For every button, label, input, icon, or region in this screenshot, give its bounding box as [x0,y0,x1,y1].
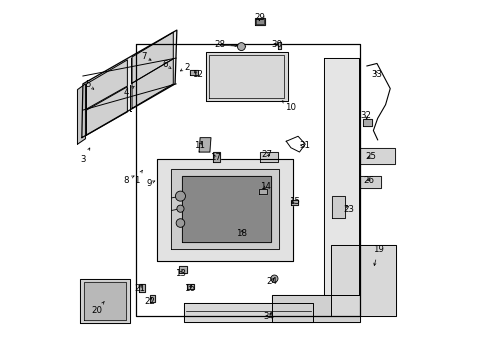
Text: 20: 20 [92,301,104,315]
Circle shape [271,275,278,282]
Polygon shape [150,295,155,302]
Text: 13: 13 [175,269,186,278]
Text: 9: 9 [147,179,155,188]
Polygon shape [255,18,265,26]
Polygon shape [199,138,211,152]
Text: 6: 6 [163,60,171,69]
Text: 7: 7 [141,52,151,61]
Text: 24: 24 [267,276,278,285]
Text: 34: 34 [264,312,275,321]
Text: 16: 16 [184,284,195,293]
Circle shape [176,219,185,227]
Polygon shape [213,152,220,162]
Polygon shape [80,279,129,323]
Text: 22: 22 [145,297,156,306]
Polygon shape [331,245,395,316]
Polygon shape [190,69,198,75]
Text: 17: 17 [210,153,221,162]
Polygon shape [139,284,145,292]
Text: 14: 14 [260,182,271,191]
Text: 11: 11 [194,141,205,150]
Polygon shape [87,87,127,135]
Circle shape [175,191,186,201]
Polygon shape [259,189,267,194]
Polygon shape [179,266,187,273]
Polygon shape [84,282,126,320]
Text: 5: 5 [85,81,94,90]
Text: 29: 29 [254,13,265,22]
Text: 3: 3 [81,148,90,164]
Text: 31: 31 [299,141,310,150]
Polygon shape [332,196,344,218]
Text: 4: 4 [124,86,134,96]
Polygon shape [182,176,271,242]
Polygon shape [184,303,313,321]
Polygon shape [77,84,85,144]
Text: 19: 19 [373,246,384,265]
Text: 18: 18 [236,229,247,238]
Text: 2: 2 [180,63,190,72]
Polygon shape [360,148,395,164]
Polygon shape [87,60,127,109]
Text: 33: 33 [371,70,383,79]
Polygon shape [360,176,381,188]
Text: 1: 1 [134,170,142,185]
Text: 10: 10 [282,101,296,112]
Text: 32: 32 [361,111,372,120]
Text: 12: 12 [192,70,203,79]
Text: 25: 25 [366,152,377,161]
Polygon shape [172,169,279,249]
Polygon shape [82,30,177,138]
Polygon shape [187,284,194,289]
Text: 26: 26 [363,176,374,185]
Text: 30: 30 [271,40,282,49]
Circle shape [238,42,245,50]
Polygon shape [364,120,372,126]
Text: 27: 27 [261,150,272,159]
Polygon shape [205,51,288,101]
Polygon shape [278,41,281,49]
Text: 28: 28 [215,40,237,49]
Polygon shape [256,19,264,24]
Polygon shape [260,152,278,162]
Circle shape [177,205,184,212]
Polygon shape [272,296,360,321]
Polygon shape [132,32,173,83]
Text: 23: 23 [343,205,354,214]
Polygon shape [132,59,173,108]
Polygon shape [291,200,298,205]
Text: 21: 21 [134,284,145,293]
Polygon shape [324,58,359,295]
Text: 15: 15 [289,197,300,206]
Polygon shape [157,159,294,261]
Text: 8: 8 [123,176,134,185]
